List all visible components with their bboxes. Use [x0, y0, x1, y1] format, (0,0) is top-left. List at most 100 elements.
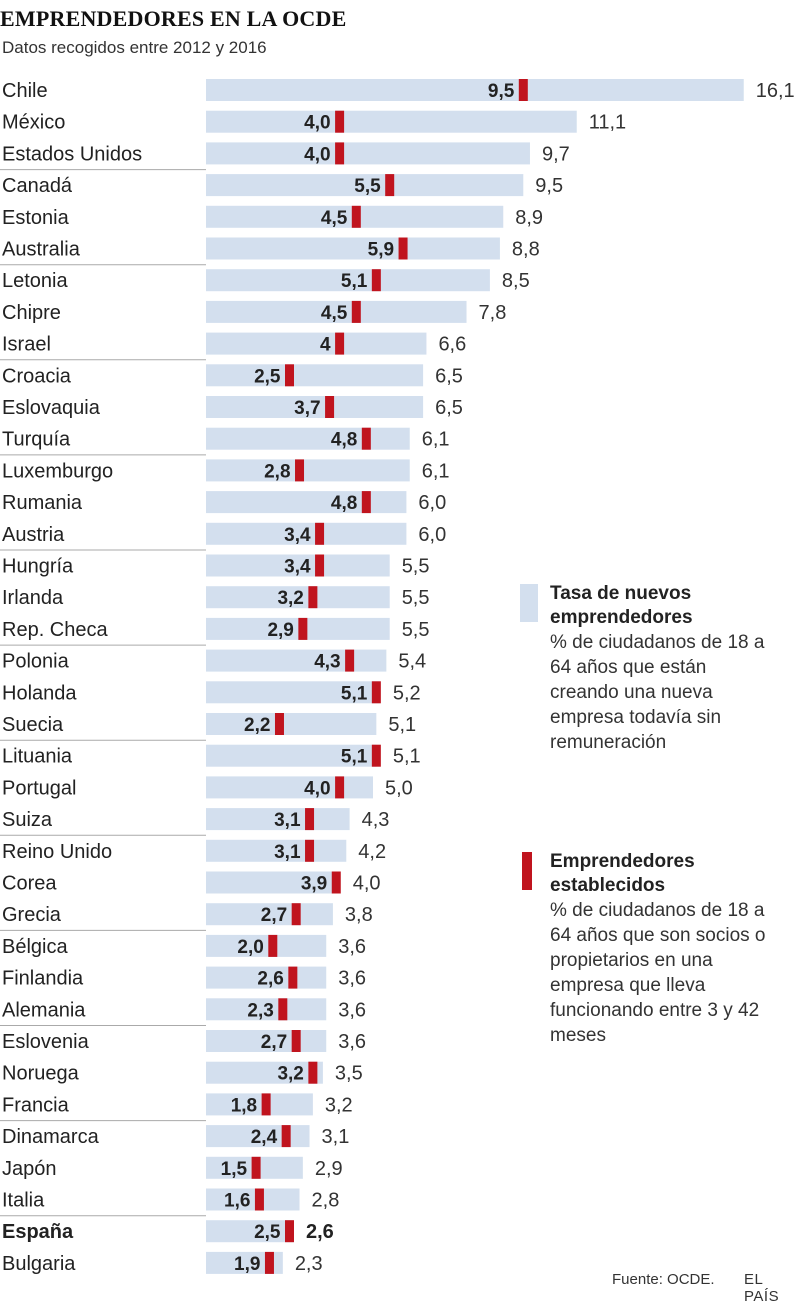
- country-label: Israel: [2, 334, 51, 356]
- new-entrepreneurs-value-label: 2,8: [312, 1190, 340, 1212]
- country-label: Corea: [2, 873, 57, 895]
- new-entrepreneurs-bar: [206, 79, 744, 101]
- new-entrepreneurs-value-label: 3,6: [338, 1031, 366, 1053]
- established-value-label: 2,5: [254, 1222, 281, 1243]
- country-label: Austria: [2, 524, 65, 546]
- new-entrepreneurs-bar: [206, 142, 530, 165]
- established-marker: [285, 1220, 294, 1243]
- established-value-label: 2,7: [261, 1032, 287, 1053]
- established-value-label: 2,0: [237, 937, 263, 958]
- new-entrepreneurs-bar: [206, 586, 390, 609]
- established-marker: [295, 459, 305, 482]
- publisher-brand: EL PAÍS: [744, 1271, 780, 1305]
- established-value-label: 3,1: [274, 842, 301, 863]
- country-label: Bulgaria: [2, 1253, 76, 1275]
- country-label: Croacia: [2, 365, 72, 387]
- established-value-label: 3,2: [277, 1064, 303, 1085]
- established-marker: [331, 871, 341, 894]
- established-value-label: 4,0: [304, 113, 330, 134]
- established-value-label: 3,4: [284, 557, 311, 578]
- established-marker: [325, 396, 335, 418]
- new-entrepreneurs-bar: [206, 459, 410, 482]
- country-label: Suiza: [2, 809, 53, 831]
- country-label: Finlandia: [2, 968, 84, 990]
- new-entrepreneurs-value-label: 6,5: [435, 397, 463, 419]
- country-label: Alemania: [2, 999, 86, 1021]
- new-entrepreneurs-bar: [206, 1093, 313, 1116]
- established-marker: [335, 110, 345, 133]
- new-entrepreneurs-bar: [206, 396, 424, 418]
- established-value-label: 5,5: [354, 176, 381, 197]
- established-marker: [308, 1061, 318, 1084]
- country-label: Australia: [2, 239, 81, 261]
- established-value-label: 5,9: [368, 240, 394, 261]
- new-entrepreneurs-value-label: 6,5: [435, 365, 463, 387]
- new-entrepreneurs-value-label: 3,5: [335, 1063, 363, 1085]
- established-marker: [361, 491, 371, 514]
- new-entrepreneurs-bar: [206, 427, 410, 450]
- established-value-label: 2,2: [244, 715, 270, 736]
- established-marker: [371, 744, 381, 767]
- new-entrepreneurs-value-label: 6,0: [418, 524, 446, 546]
- established-value-label: 2,8: [264, 461, 290, 482]
- established-marker: [285, 364, 294, 387]
- established-marker: [261, 1093, 271, 1116]
- new-entrepreneurs-bar: [206, 934, 327, 957]
- country-label: Suecia: [2, 714, 64, 736]
- established-value-label: 3,9: [301, 874, 327, 895]
- established-value-label: 5,1: [341, 747, 368, 768]
- new-entrepreneurs-value-label: 2,6: [306, 1221, 334, 1243]
- established-marker: [351, 300, 361, 323]
- established-value-label: 2,9: [267, 620, 293, 641]
- new-entrepreneurs-value-label: 9,7: [542, 143, 570, 165]
- established-value-label: 4,0: [304, 144, 330, 165]
- country-label: España: [2, 1221, 74, 1243]
- established-marker: [315, 554, 325, 577]
- established-marker: [315, 522, 325, 545]
- country-label: Italia: [2, 1190, 45, 1212]
- established-marker: [371, 681, 381, 704]
- established-value-label: 5,1: [341, 271, 368, 292]
- established-marker: [335, 332, 345, 355]
- country-label: Chile: [2, 80, 48, 102]
- source-note: Fuente: OCDE.: [612, 1271, 715, 1288]
- established-marker: [335, 776, 345, 799]
- country-label: Letonia: [2, 270, 68, 292]
- legend-swatch-new: [520, 584, 538, 622]
- new-entrepreneurs-bar: [206, 713, 377, 735]
- country-label: Rumania: [2, 492, 83, 514]
- country-label: Chipre: [2, 302, 61, 324]
- new-entrepreneurs-value-label: 6,1: [422, 460, 450, 482]
- country-label: Hungría: [2, 556, 74, 578]
- established-value-label: 4: [320, 335, 331, 356]
- established-value-label: 3,1: [274, 810, 301, 831]
- new-entrepreneurs-value-label: 6,1: [422, 429, 450, 451]
- new-entrepreneurs-bar: [206, 554, 390, 577]
- legend-established-title: Emprendedores establecidos: [550, 851, 695, 896]
- established-value-label: 4,0: [304, 778, 330, 799]
- established-value-label: 4,8: [331, 493, 357, 514]
- established-value-label: 1,9: [234, 1254, 260, 1275]
- new-entrepreneurs-bar: [206, 903, 333, 926]
- established-marker: [371, 269, 381, 292]
- established-value-label: 2,7: [261, 905, 287, 926]
- established-value-label: 9,5: [488, 81, 515, 102]
- country-label: Lituania: [2, 746, 73, 768]
- established-marker: [335, 142, 345, 165]
- established-marker: [291, 1030, 301, 1052]
- new-entrepreneurs-value-label: 4,0: [353, 873, 381, 895]
- established-marker: [361, 427, 371, 450]
- new-entrepreneurs-value-label: 5,5: [402, 556, 430, 578]
- established-marker: [281, 1125, 291, 1148]
- new-entrepreneurs-bar: [206, 491, 407, 514]
- new-entrepreneurs-value-label: 5,1: [393, 746, 421, 768]
- new-entrepreneurs-value-label: 8,5: [502, 270, 530, 292]
- new-entrepreneurs-bar: [206, 1061, 323, 1084]
- country-label: Francia: [2, 1094, 70, 1116]
- legend-new-description: % de ciudadanos de 18 a 64 años que está…: [550, 632, 765, 753]
- new-entrepreneurs-bar: [206, 300, 467, 323]
- new-entrepreneurs-bar: [206, 871, 340, 894]
- country-label: Estados Unidos: [2, 143, 142, 165]
- established-marker: [288, 966, 298, 989]
- established-marker: [385, 174, 395, 197]
